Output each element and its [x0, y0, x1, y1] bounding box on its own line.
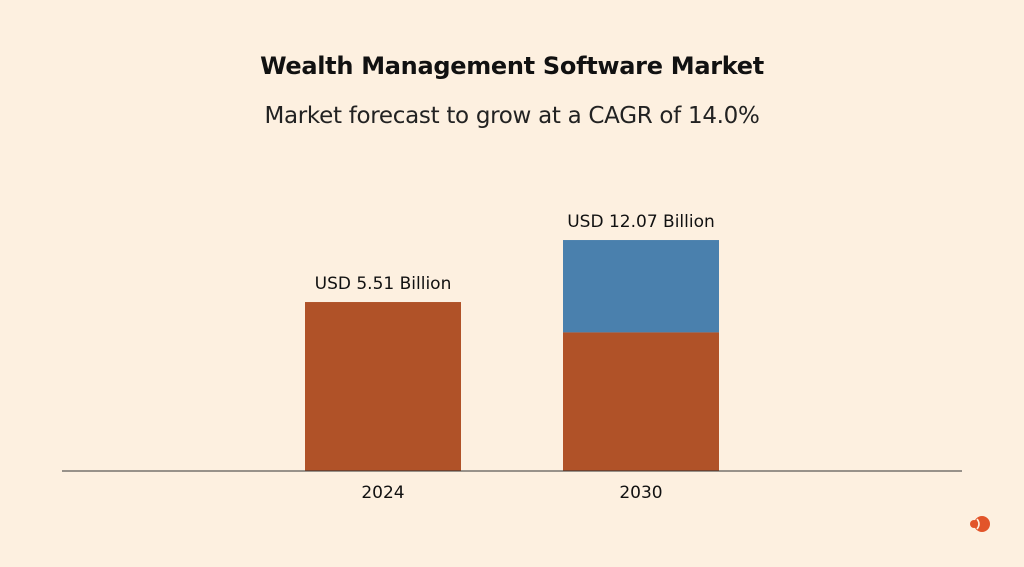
bar-2024 — [305, 302, 461, 471]
chart-title: Wealth Management Software Market — [260, 52, 764, 80]
x-tick-label-2024: 2024 — [361, 483, 404, 503]
brand-logo-icon — [970, 516, 990, 532]
chart-subtitle: Market forecast to grow at a CAGR of 14.… — [264, 103, 760, 129]
bar-base-segment-2030 — [563, 332, 719, 471]
x-tick-label-2030: 2030 — [619, 483, 662, 503]
data-label-2024: USD 5.51 Billion — [315, 274, 452, 294]
data-label-2030: USD 12.07 Billion — [567, 212, 715, 232]
bar-growth-segment-2030 — [563, 240, 719, 333]
